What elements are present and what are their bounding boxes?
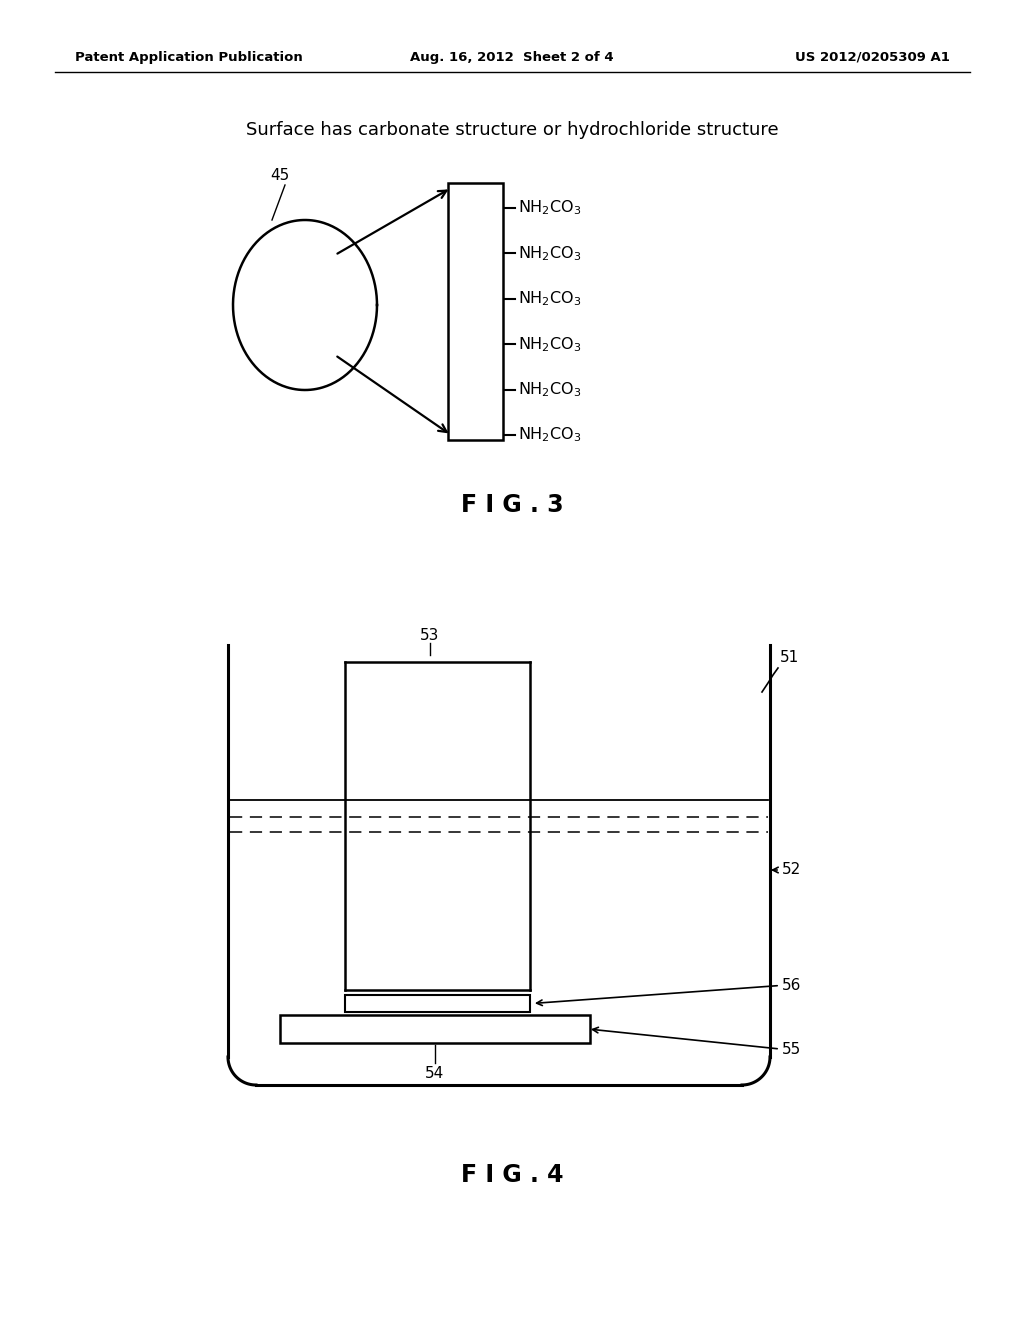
Text: 45: 45 <box>270 168 290 182</box>
Text: 54: 54 <box>425 1065 444 1081</box>
Text: NH$_2$CO$_3$: NH$_2$CO$_3$ <box>518 425 582 445</box>
Text: NH$_2$CO$_3$: NH$_2$CO$_3$ <box>518 244 582 263</box>
Text: 55: 55 <box>782 1041 801 1056</box>
Text: Surface has carbonate structure or hydrochloride structure: Surface has carbonate structure or hydro… <box>246 121 778 139</box>
Text: 56: 56 <box>782 978 802 993</box>
Text: 53: 53 <box>420 627 439 643</box>
Text: NH$_2$CO$_3$: NH$_2$CO$_3$ <box>518 289 582 308</box>
Text: NH$_2$CO$_3$: NH$_2$CO$_3$ <box>518 335 582 354</box>
Text: 51: 51 <box>780 651 800 665</box>
Bar <box>345 995 530 1012</box>
Text: 52: 52 <box>782 862 801 878</box>
Text: US 2012/0205309 A1: US 2012/0205309 A1 <box>795 50 950 63</box>
Bar <box>280 1015 590 1043</box>
Text: Aug. 16, 2012  Sheet 2 of 4: Aug. 16, 2012 Sheet 2 of 4 <box>411 50 613 63</box>
Text: F I G . 4: F I G . 4 <box>461 1163 563 1187</box>
Text: NH$_2$CO$_3$: NH$_2$CO$_3$ <box>518 380 582 399</box>
Text: F I G . 3: F I G . 3 <box>461 492 563 517</box>
Text: Patent Application Publication: Patent Application Publication <box>75 50 303 63</box>
Bar <box>449 183 503 440</box>
Text: NH$_2$CO$_3$: NH$_2$CO$_3$ <box>518 198 582 218</box>
